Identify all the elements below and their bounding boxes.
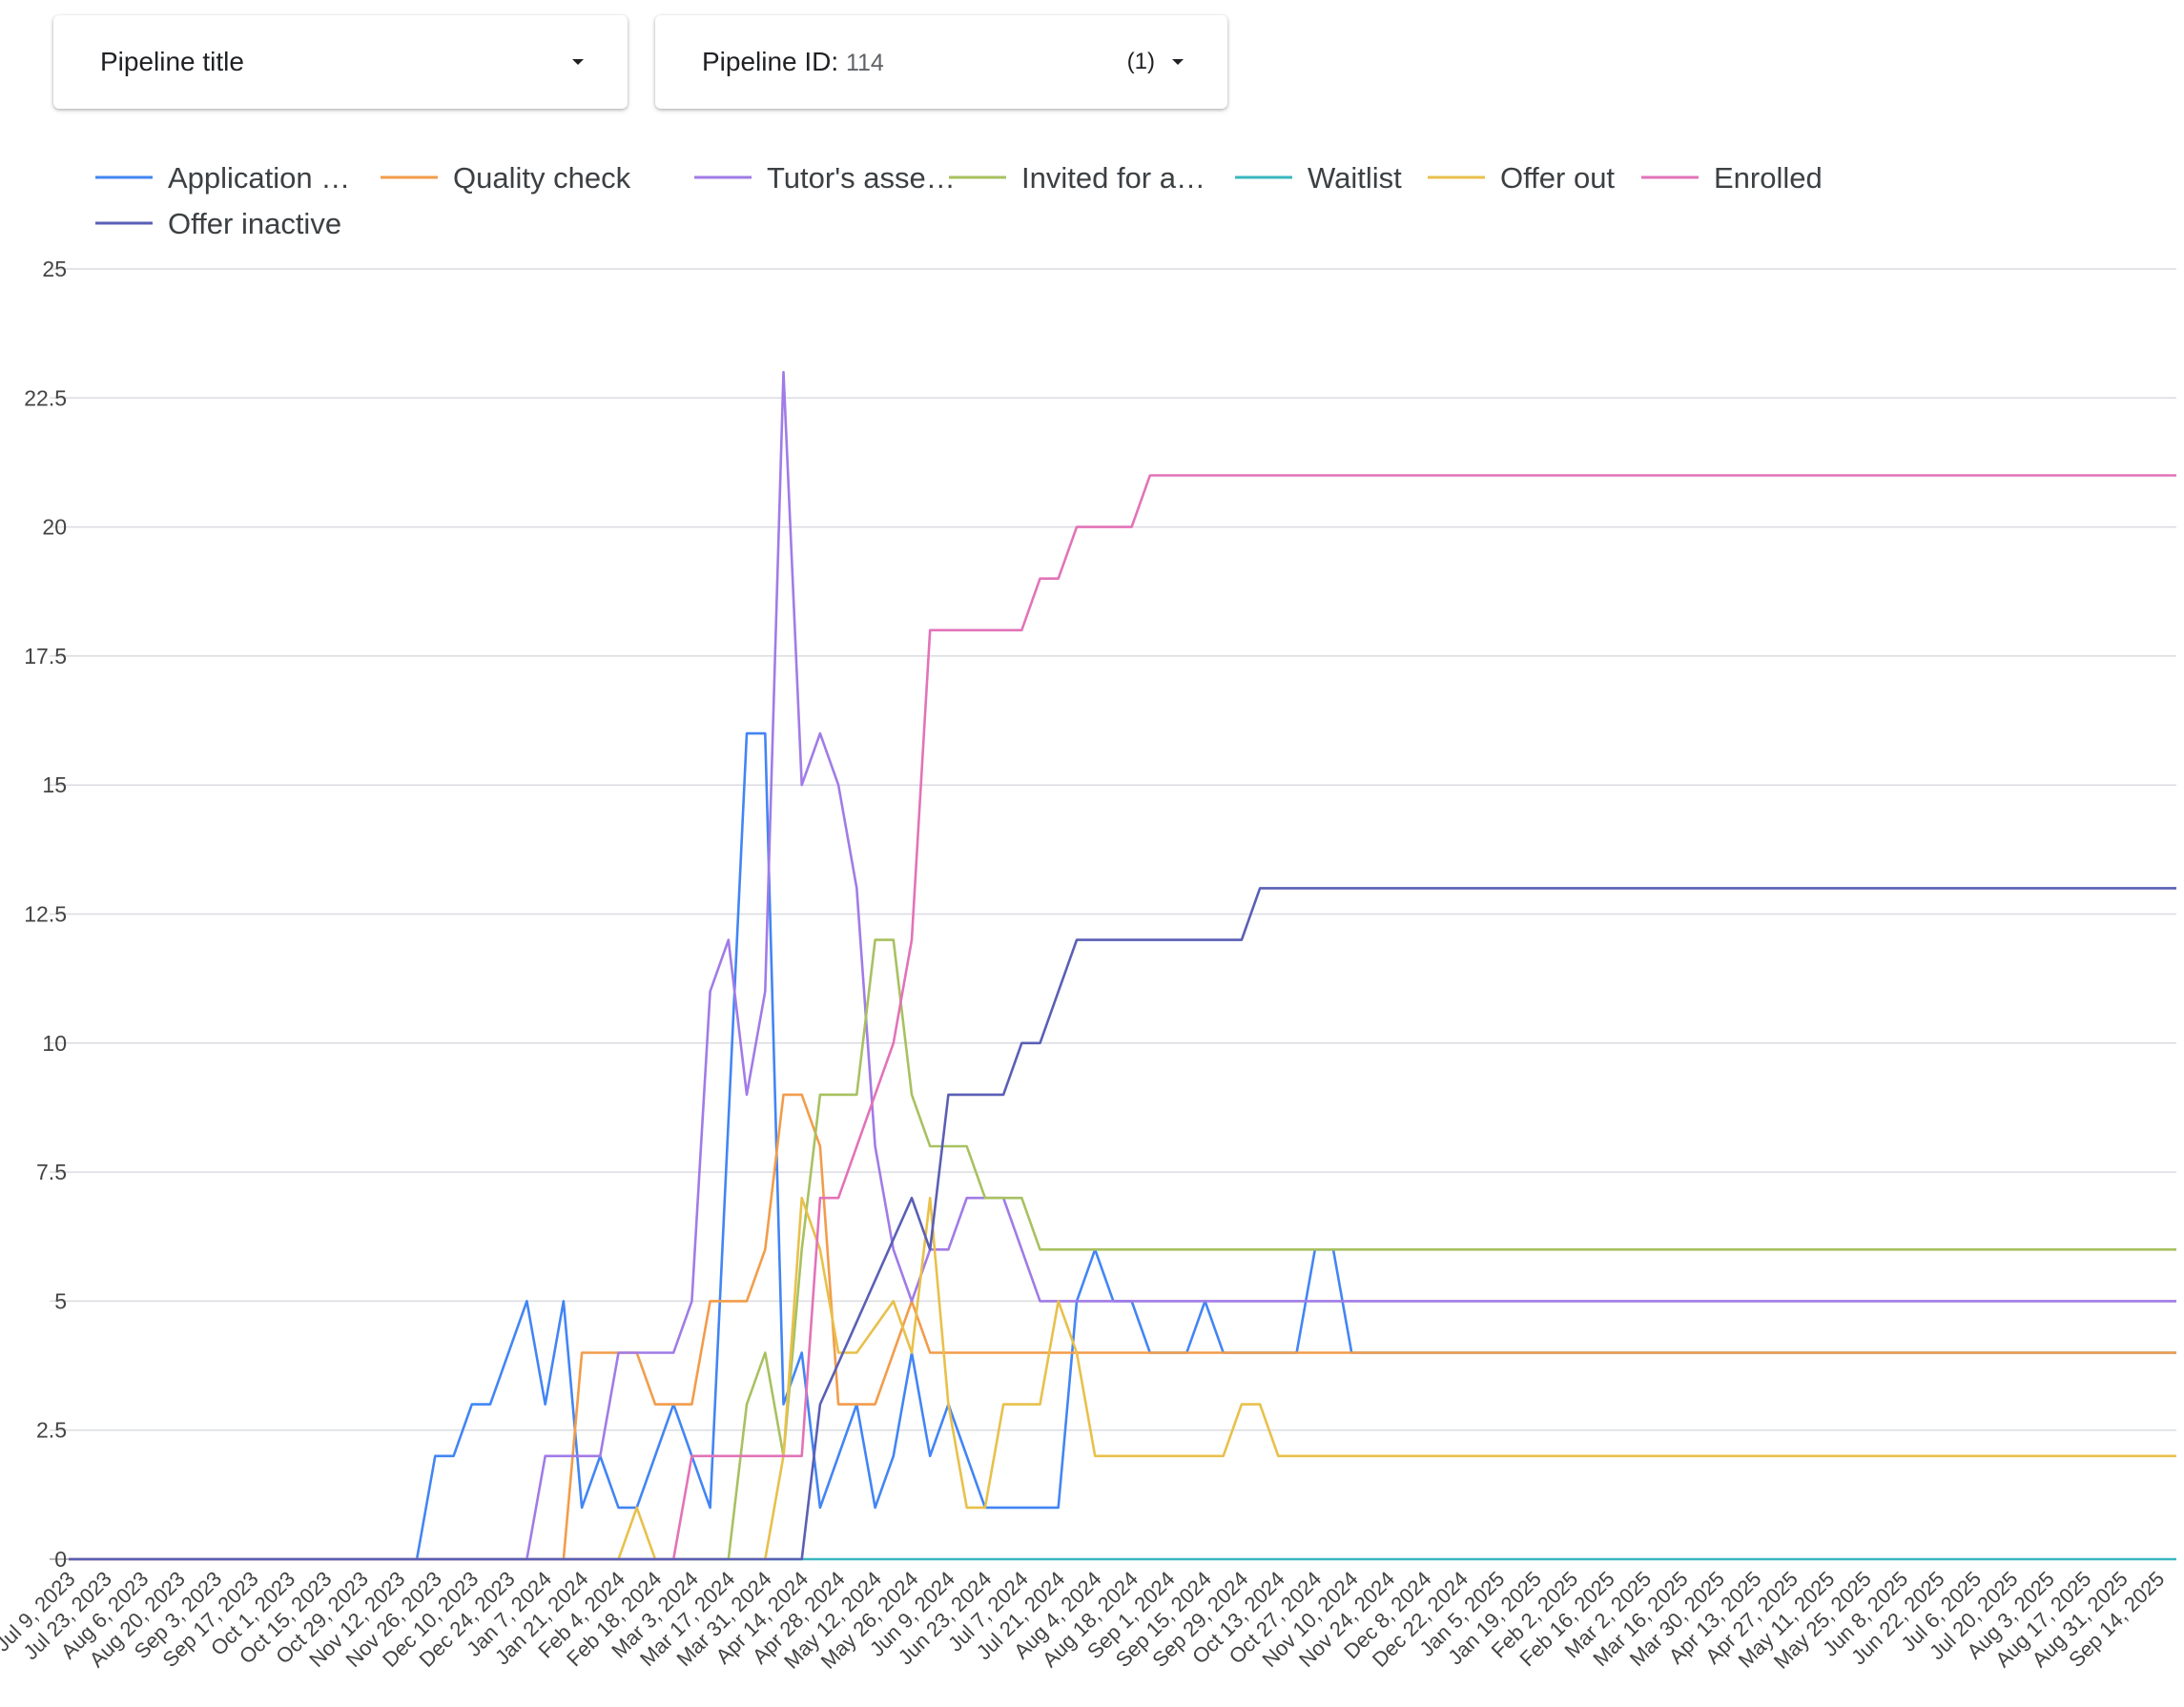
pipeline-id-colon: : [831,47,846,76]
y-tick-label: 12.5 [24,902,67,927]
pipeline-id-label-wrap: Pipeline ID: 114 [702,47,884,77]
chart-legend: Application … Quality check Tutor's asse… I… [95,161,1823,240]
pipeline-id-selected-count: (1) [1126,49,1155,74]
legend-label: Offer out [1500,161,1615,195]
legend-label: Waitlist [1308,161,1402,195]
pipeline-id-label: Pipeline ID [702,47,832,76]
series-line-1 [69,1093,2176,1561]
series-line-0 [69,731,2176,1561]
y-tick-label: 0 [54,1547,67,1572]
pipeline-id-filter[interactable]: Pipeline ID: 114 (1) [655,15,1227,109]
pipeline-title-label: Pipeline title [100,47,244,76]
chart-grid [50,268,2176,1560]
line-chart: Application … Quality check Tutor's asse… I… [0,161,2176,1674]
pipeline-title-filter[interactable]: Pipeline title [53,15,628,109]
series-line-7 [69,887,2176,1561]
y-tick-label: 22.5 [24,385,67,410]
legend-label: Enrolled [1714,161,1823,195]
y-tick-label: 20 [42,515,67,540]
y-tick-label: 10 [42,1031,67,1056]
series-line-3 [69,938,2176,1561]
y-tick-label: 25 [42,257,67,281]
y-tick-label: 7.5 [36,1160,67,1184]
pipeline-id-value: 114 [845,50,884,76]
legend-label: Application … [168,161,350,195]
y-tick-label: 5 [54,1288,67,1313]
legend-label: Quality check [453,161,631,195]
chart-series [69,370,2176,1561]
y-tick-label: 2.5 [36,1418,67,1443]
series-line-5 [69,1196,2176,1561]
y-tick-label: 17.5 [24,644,67,668]
legend-label: Tutor's asse… [767,161,956,195]
legend-label: Offer inactive [168,207,341,240]
chevron-down-icon [572,59,584,65]
chevron-down-icon [1172,59,1184,65]
series-line-2 [69,370,2176,1561]
series-line-6 [69,474,2176,1561]
y-tick-label: 15 [42,772,67,797]
y-axis: 0 2.5 5 7.5 10 12.5 15 17.5 20 22.5 25 [24,257,67,1572]
legend-label: Invited for a… [1021,161,1205,195]
